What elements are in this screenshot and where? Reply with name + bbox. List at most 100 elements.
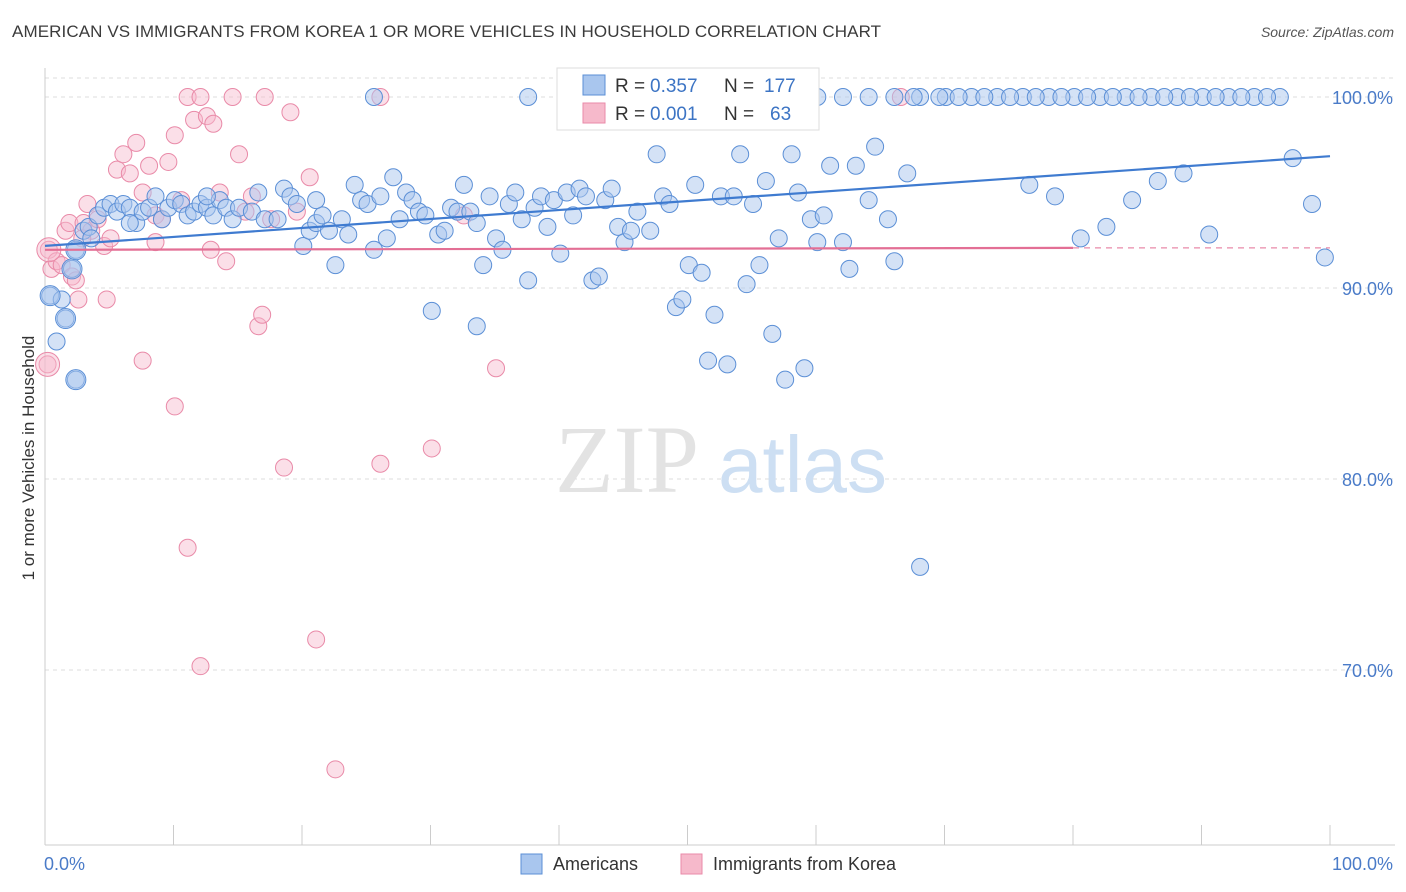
data-point-americans: [146, 187, 165, 206]
stats-legend-n-value-2: 63: [770, 104, 791, 125]
data-point-americans: [345, 175, 364, 194]
data-point-americans: [885, 252, 904, 271]
x-tick-label-min: 0.0%: [44, 854, 85, 874]
y-tick-label: 80.0%: [1342, 470, 1393, 490]
data-point-americans: [435, 221, 454, 240]
data-point-americans: [197, 187, 216, 206]
data-point-americans: [859, 191, 878, 210]
data-point-americans: [641, 221, 660, 240]
data-point-americans: [930, 88, 949, 106]
data-point-americans: [647, 145, 666, 164]
data-point-americans: [840, 259, 859, 278]
data-point-americans: [737, 275, 756, 294]
data-point-americans: [519, 88, 538, 106]
data-point-americans: [833, 233, 852, 252]
data-point-americans: [307, 191, 326, 210]
data-point-korea: [114, 145, 133, 164]
data-point-americans: [371, 187, 390, 206]
stats-legend-r-label-1: R =: [615, 76, 645, 97]
data-point-americans: [1200, 225, 1219, 244]
data-point-korea: [275, 458, 294, 477]
data-point-korea: [146, 233, 165, 252]
stats-legend-n-label-1: N =: [724, 76, 754, 97]
data-point-americans: [47, 332, 66, 351]
data-point-americans: [628, 202, 647, 221]
x-tick-labels: 0.0% 100.0%: [44, 854, 1393, 874]
data-point-americans: [602, 179, 621, 198]
data-point-korea: [422, 439, 441, 458]
legend-swatch-americans: [520, 853, 543, 875]
data-point-americans-large: [61, 258, 83, 280]
data-point-korea: [159, 152, 178, 171]
chart-source: Source: ZipAtlas.com: [1260, 24, 1394, 40]
data-point-americans: [589, 267, 608, 286]
y-tick-label: 90.0%: [1342, 279, 1393, 299]
data-point-korea: [191, 657, 210, 676]
watermark-zip: ZIP: [555, 406, 699, 513]
data-point-americans: [287, 194, 306, 213]
data-point-korea: [133, 351, 152, 370]
data-point-americans: [506, 183, 525, 202]
data-point-americans: [1001, 88, 1020, 106]
data-point-americans: [364, 88, 383, 106]
data-point-americans: [512, 210, 531, 229]
data-point-americans: [1174, 164, 1193, 183]
data-point-korea: [249, 317, 268, 336]
trend-line-korea: [44, 246, 1074, 251]
data-point-korea: [197, 107, 216, 126]
data-point-americans: [975, 88, 994, 106]
data-point-americans: [480, 187, 499, 206]
data-point-korea: [165, 397, 184, 416]
data-point-americans: [673, 290, 692, 309]
trend-lines: [44, 155, 1331, 251]
data-point-americans: [1303, 194, 1322, 213]
stats-legend-n-value-1: 177: [764, 76, 796, 97]
data-point-korea: [178, 538, 197, 557]
data-point-americans: [846, 156, 865, 175]
data-point-americans: [519, 271, 538, 290]
data-point-americans: [898, 164, 917, 183]
data-point-korea: [217, 252, 236, 271]
data-point-americans: [911, 557, 930, 576]
stats-legend: R = 0.357 N = 177 R = 0.001 N = 63: [556, 67, 820, 131]
data-point-americans: [833, 88, 852, 106]
stats-legend-r-value-2: 0.001: [650, 104, 698, 125]
data-point-americans: [718, 355, 737, 374]
data-point-americans: [744, 194, 763, 213]
data-point-americans: [866, 137, 885, 156]
data-point-korea: [165, 126, 184, 145]
data-point-americans: [699, 351, 718, 370]
y-axis-title: 1 or more Vehicles in Household: [19, 336, 38, 581]
stats-legend-n-label-2: N =: [724, 104, 754, 125]
data-point-americans: [377, 229, 396, 248]
data-point-americans: [564, 206, 583, 225]
data-point-americans: [576, 187, 595, 206]
data-point-korea: [487, 359, 506, 378]
data-point-americans: [454, 175, 473, 194]
data-point-korea: [38, 355, 57, 374]
data-point-americans: [1123, 191, 1142, 210]
data-point-americans: [1155, 88, 1174, 106]
legend-label-americans: Americans: [553, 854, 638, 874]
data-point-americans: [660, 194, 679, 213]
data-point-americans: [705, 305, 724, 324]
data-point-americans: [467, 214, 486, 233]
data-point-americans: [390, 210, 409, 229]
data-point-americans: [120, 214, 139, 233]
data-point-korea: [101, 229, 120, 248]
stats-legend-swatch-americans: [582, 74, 606, 96]
data-point-americans: [769, 229, 788, 248]
data-point-americans: [878, 210, 897, 229]
data-point-americans: [467, 317, 486, 336]
data-point-korea: [300, 168, 319, 187]
data-point-americans: [949, 88, 968, 106]
data-point-americans: [384, 168, 403, 187]
data-point-americans: [885, 88, 904, 106]
data-point-americans: [1052, 88, 1071, 106]
y-tick-label: 70.0%: [1342, 661, 1393, 681]
data-point-americans: [326, 256, 345, 275]
data-point-americans: [1071, 229, 1090, 248]
data-point-korea: [78, 194, 97, 213]
data-point-americans: [1129, 88, 1148, 106]
